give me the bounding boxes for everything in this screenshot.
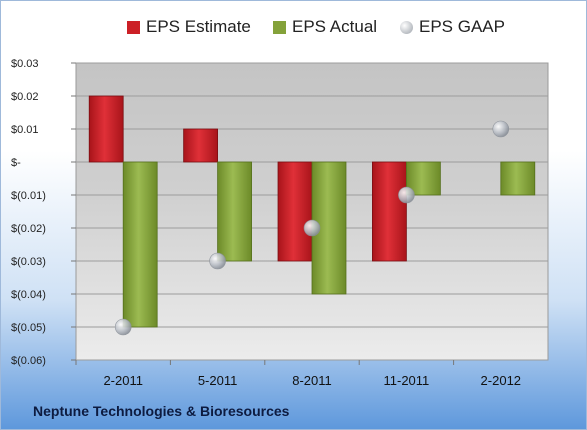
marker-eps-gaap-2-2012 bbox=[492, 120, 510, 138]
marker-eps-gaap-5-2011 bbox=[209, 252, 226, 270]
legend-label-eps-actual: EPS Actual bbox=[292, 17, 378, 36]
y-tick-label: $(0.02) bbox=[11, 223, 46, 235]
x-tick-label: 11-2011 bbox=[384, 373, 430, 388]
legend: EPS Estimate EPS Actual EPS GAAP bbox=[1, 17, 586, 43]
bar-eps-actual-2-2011 bbox=[122, 161, 158, 328]
legend-swatch-eps-gaap bbox=[400, 20, 413, 34]
marker-eps-gaap-8-2011 bbox=[303, 219, 321, 237]
y-tick-label: $(0.03) bbox=[11, 256, 46, 268]
bar-eps-actual-2-2012 bbox=[500, 161, 536, 196]
bar-eps-actual-5-2011 bbox=[217, 161, 252, 262]
legend-swatch-eps-estimate bbox=[127, 20, 140, 34]
legend-item-eps-gaap: EPS GAAP bbox=[400, 17, 505, 37]
y-tick-label: $(0.05) bbox=[11, 322, 46, 334]
legend-item-eps-estimate: EPS Estimate bbox=[127, 17, 251, 37]
legend-label-eps-gaap: EPS GAAP bbox=[419, 17, 505, 36]
y-tick-label: $0.02 bbox=[11, 91, 39, 103]
legend-swatch-eps-actual bbox=[273, 20, 286, 34]
bar-eps-estimate-2-2011 bbox=[88, 95, 124, 163]
y-tick-label: $(0.04) bbox=[11, 289, 46, 301]
marker-eps-gaap-2-2011 bbox=[114, 318, 132, 336]
legend-label-eps-estimate: EPS Estimate bbox=[146, 17, 251, 36]
y-tick-label: $(0.01) bbox=[11, 190, 46, 202]
company-name: Neptune Technologies & Bioresources bbox=[33, 403, 290, 419]
bar-eps-estimate-11-2011 bbox=[372, 161, 407, 262]
legend-item-eps-actual: EPS Actual bbox=[273, 17, 377, 37]
y-tick-label: $0.03 bbox=[11, 58, 39, 70]
y-tick-label: $0.01 bbox=[11, 124, 39, 136]
y-tick-label: $- bbox=[11, 157, 21, 169]
bar-eps-estimate-8-2011 bbox=[277, 161, 313, 262]
bar-eps-estimate-5-2011 bbox=[183, 128, 218, 163]
x-tick-label: 2-2012 bbox=[481, 373, 521, 388]
marker-eps-gaap-11-2011 bbox=[398, 186, 415, 204]
x-tick-label: 5-2011 bbox=[198, 373, 238, 388]
x-tick-label: 2-2011 bbox=[103, 373, 143, 388]
y-tick-label: $(0.06) bbox=[11, 355, 46, 367]
x-tick-label: 8-2011 bbox=[292, 373, 332, 388]
